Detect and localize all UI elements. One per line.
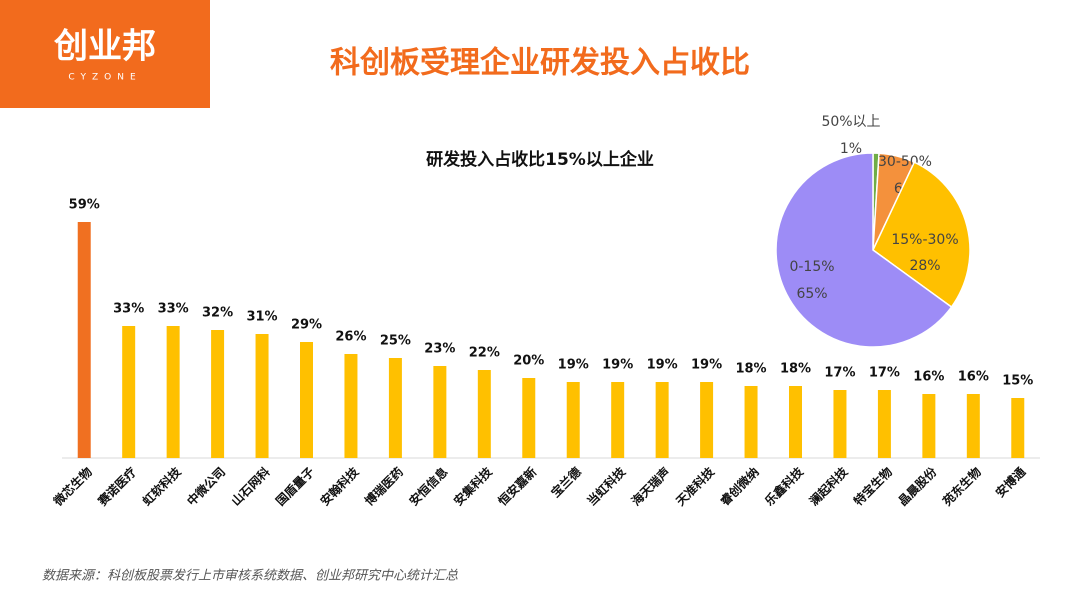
x-tick-label: 中微公司 <box>184 464 229 509</box>
x-tick-label: 虹软科技 <box>139 463 184 508</box>
value-label: 17% <box>824 366 855 381</box>
x-tick-label: 安翰科技 <box>317 463 362 508</box>
bar <box>877 390 891 458</box>
pie-label: 0-15% <box>789 259 834 275</box>
bar <box>300 342 313 458</box>
pie-value-label: 1% <box>840 141 862 157</box>
x-tick-label: 微芯生物 <box>50 464 95 509</box>
value-label: 33% <box>113 302 144 317</box>
logo-box <box>0 0 210 108</box>
value-label: 16% <box>913 370 944 385</box>
bar <box>611 382 625 458</box>
x-tick-label: 宝兰德 <box>548 464 584 500</box>
bar <box>1011 398 1025 458</box>
bar <box>522 378 536 458</box>
value-label: 29% <box>291 318 322 333</box>
value-label: 19% <box>691 358 722 373</box>
pie-label: 50%以上 <box>821 114 880 130</box>
x-tick-label: 海天瑞声 <box>628 464 673 509</box>
x-tick-label: 乐鑫科技 <box>762 463 807 508</box>
x-tick-label: 安恒信息 <box>406 464 451 509</box>
chart-title: 研发投入占收比15%以上企业 <box>426 149 654 170</box>
source: 数据来源：科创板股票发行上市审核系统数据、创业邦研究中心统计汇总 <box>42 568 458 584</box>
x-tick-label: 特宝生物 <box>850 464 895 509</box>
value-label: 19% <box>647 358 678 373</box>
value-label: 26% <box>335 330 366 345</box>
pie-label: 15%-30% <box>891 232 958 248</box>
x-tick-label: 天准科技 <box>673 463 718 508</box>
x-tick-label: 苑东生物 <box>939 464 984 509</box>
bar <box>833 390 847 458</box>
value-label: 19% <box>558 358 589 373</box>
value-label: 23% <box>424 342 455 357</box>
bar <box>966 394 980 458</box>
logo: 创业邦 <box>53 27 156 67</box>
bar <box>922 394 936 458</box>
value-label: 17% <box>869 366 900 381</box>
pie-slice <box>775 152 953 348</box>
bar <box>255 334 269 458</box>
pie-slice <box>872 161 971 309</box>
value-label: 32% <box>202 306 233 321</box>
bar <box>77 222 91 458</box>
x-tick-label: 睿创微纳 <box>717 464 762 509</box>
value-label: 16% <box>958 370 989 385</box>
bar <box>211 330 225 458</box>
bar <box>700 382 714 458</box>
value-label: 18% <box>735 362 766 377</box>
x-tick-label: 安集科技 <box>450 463 495 508</box>
x-tick-label: 赛诺医疗 <box>94 464 139 509</box>
value-label: 20% <box>513 354 544 369</box>
x-tick-label: 山石网科 <box>228 464 273 509</box>
bar <box>655 382 669 458</box>
pie-value-label: 65% <box>796 286 827 302</box>
bar <box>477 370 491 458</box>
x-tick-label: 安博通 <box>992 464 1028 500</box>
value-label: 25% <box>380 334 411 349</box>
x-tick-label: 澜起科技 <box>806 463 851 508</box>
bar <box>122 326 136 458</box>
bar <box>388 358 402 458</box>
x-tick-label: 当虹科技 <box>584 463 629 508</box>
value-label: 18% <box>780 362 811 377</box>
value-label: 19% <box>602 358 633 373</box>
bar <box>789 386 802 458</box>
x-tick-label: 恒安嘉新 <box>495 464 540 509</box>
bar <box>433 366 447 458</box>
pie-value-label: 28% <box>909 258 940 274</box>
x-tick-label: 晶晨股份 <box>895 463 940 508</box>
value-label: 15% <box>1002 374 1033 389</box>
value-label: 31% <box>246 310 277 325</box>
x-tick-label: 国盾量子 <box>273 464 318 509</box>
value-label: 59% <box>69 198 100 213</box>
logo-sub: CYZONE <box>68 73 141 83</box>
bar <box>344 354 358 458</box>
page-title: 科创板受理企业研发投入占收比 <box>330 46 750 81</box>
x-tick-label: 博瑞医药 <box>361 464 406 509</box>
bar <box>166 326 180 458</box>
bar <box>566 382 580 458</box>
bar <box>744 386 758 458</box>
value-label: 22% <box>469 346 500 361</box>
value-label: 33% <box>158 302 189 317</box>
